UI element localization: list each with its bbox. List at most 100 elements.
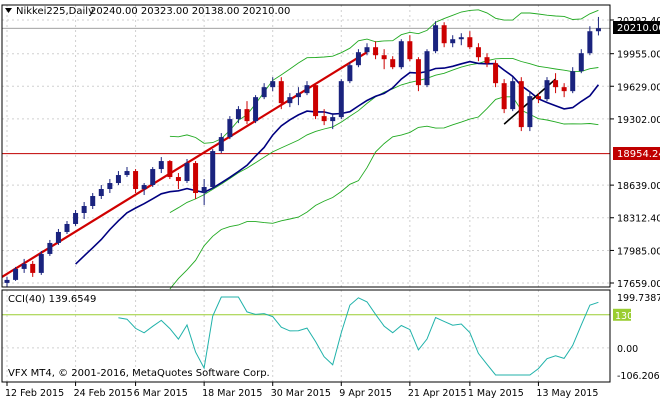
candle-body [313,85,319,117]
date-tick-label: 30 Mar 2015 [271,388,331,399]
signal-line [75,60,600,265]
cci-axis-label: 130 [615,311,633,322]
candles [4,16,601,287]
copyright: VFX MT4, © 2001-2016, MetaQuotes Softwar… [8,368,270,379]
candle-body [107,183,113,190]
candle-body [347,65,353,82]
candle-body [218,137,224,152]
date-tick-label: 24 Feb 2015 [74,388,133,399]
candle-body [38,253,44,273]
candle-body [158,161,164,170]
candle-body [270,81,276,88]
cci-label: CCI(40) 139.6549 [8,294,96,305]
candle-body [570,71,576,92]
price-panel-frame [1,4,611,288]
candle-body [527,96,533,128]
price-tick-label: 19629.00 [617,82,660,93]
candle-body [441,25,447,44]
candle-body [424,51,430,86]
candle-body [141,185,147,190]
cci-axis-label: 199.7387 [617,293,660,304]
candle-body [73,212,79,224]
candle-body [415,59,421,86]
candle-body [278,81,284,104]
candle-body [330,117,336,122]
price-tick-label: 19302.00 [617,115,660,126]
candle-body [338,81,344,118]
level-label: 18954.24 [617,149,660,160]
candle-body [81,205,87,213]
candle-body [124,171,130,176]
candle-body [227,119,233,138]
candle-body [458,37,464,40]
candle-body [261,87,267,98]
date-tick-label: 9 Apr 2015 [339,388,392,399]
candle-body [210,151,216,188]
date-tick-label: 12 Feb 2015 [5,388,64,399]
candle-body [115,175,121,184]
middle-band-line [169,57,599,213]
cci-axis-label: 0.00 [617,344,638,355]
candle-body [475,47,481,58]
date-tick-label: 1 May 2015 [468,388,524,399]
candle-body [30,263,36,273]
candle-body [64,223,70,232]
candle-body [587,31,593,54]
candle-body [287,97,293,104]
grid [2,5,610,382]
candle-body [55,231,61,243]
price-tick-label: 17985.00 [617,246,660,257]
candle-body [535,96,541,100]
candle-body [355,52,361,66]
candle-body [501,83,507,110]
menu-triangle-icon[interactable] [5,8,12,13]
cci-panel-frame [1,289,611,383]
candle-body [13,268,19,280]
current-price-tag [613,21,660,34]
cci-line [118,296,599,376]
candle-body [90,196,96,206]
candle-body [201,187,207,194]
candle-body [98,189,104,197]
candle-body [304,85,310,94]
candle-body [450,39,456,44]
candle-body [390,59,396,68]
candle-body [578,53,584,72]
price-tick-label: 18312.40 [617,214,660,225]
candle-body [295,93,301,98]
candle-body [373,47,379,56]
candle-body [398,41,404,68]
candle-body [595,28,601,32]
candle-body [184,163,190,182]
candle-body [321,116,327,122]
date-tick-label: 13 May 2015 [536,388,598,399]
candle-body [150,169,156,186]
candle-body [244,109,250,122]
candle-body [235,109,241,120]
candle-body [493,63,499,84]
price-tick-label: 18639.00 [617,181,660,192]
price-tick-label: 17659.00 [617,279,660,290]
cci-level-tag [613,308,631,321]
lower-band-line [169,96,599,290]
current-price-label: 20210.00 [617,23,660,34]
upper-band-line [169,9,599,144]
candle-body [484,57,490,64]
date-tick-label: 18 Mar 2015 [202,388,262,399]
candle-body [193,163,199,194]
date-tick-label: 6 Mar 2015 [134,388,188,399]
candle-body [253,97,259,122]
price-tick-label: 19955.00 [617,50,660,61]
candle-body [47,242,53,254]
candle-body [561,87,567,92]
candle-body [364,47,370,53]
candle-body [4,279,10,283]
candle-body [167,161,173,178]
candle-body [510,81,516,110]
candle-body [381,55,387,60]
candle-body [407,41,413,60]
